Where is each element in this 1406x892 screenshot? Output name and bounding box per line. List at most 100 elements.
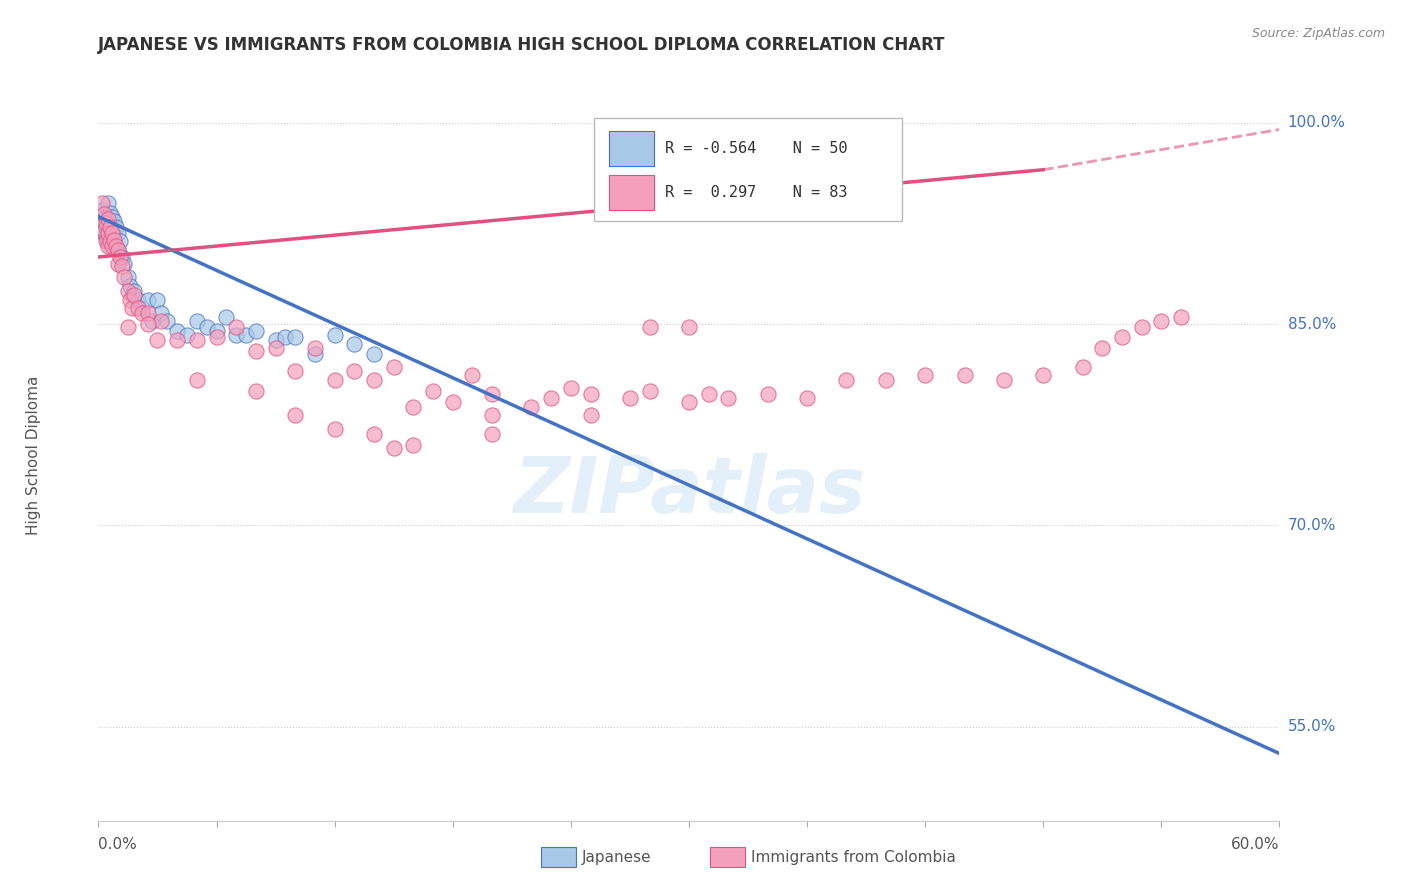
Point [101, 220, 124, 235]
Point [118, 279, 141, 293]
Text: Source: ZipAtlas.com: Source: ZipAtlas.com [1251, 27, 1385, 40]
Point [136, 306, 159, 320]
Point [186, 373, 208, 387]
Bar [609, 131, 654, 166]
Point [284, 364, 307, 378]
Point [98, 205, 121, 219]
Point [638, 319, 661, 334]
Point [98, 234, 121, 248]
Point [579, 387, 602, 401]
Point [264, 341, 287, 355]
Point [245, 343, 267, 358]
Point [166, 333, 188, 347]
Point [678, 395, 700, 409]
Text: 0.0%: 0.0% [98, 837, 138, 852]
Point [103, 213, 125, 227]
Text: 55.0%: 55.0% [1288, 719, 1336, 734]
Point [225, 327, 247, 342]
Point [796, 391, 818, 405]
Point [323, 373, 346, 387]
Point [323, 422, 346, 436]
Point [101, 210, 124, 224]
Point [481, 427, 503, 442]
Bar [609, 175, 654, 210]
Point [875, 373, 897, 387]
Point [107, 244, 129, 258]
Point [422, 384, 444, 399]
Point [304, 346, 326, 360]
Point [245, 324, 267, 338]
Text: Immigrants from Colombia: Immigrants from Colombia [751, 850, 956, 864]
Point [205, 330, 228, 344]
Point [186, 333, 208, 347]
Point [97, 239, 120, 253]
Point [150, 314, 173, 328]
Point [141, 314, 163, 328]
Text: R =  0.297    N = 83: R = 0.297 N = 83 [665, 185, 848, 200]
Point [111, 260, 134, 274]
Point [103, 233, 125, 247]
Point [98, 216, 121, 230]
Point [363, 373, 385, 387]
FancyBboxPatch shape [595, 119, 901, 221]
Point [284, 330, 307, 344]
Point [97, 212, 120, 227]
Point [112, 257, 135, 271]
Point [93, 223, 115, 237]
Point [101, 226, 124, 240]
Point [122, 284, 145, 298]
Point [560, 382, 582, 396]
Point [225, 319, 247, 334]
Point [343, 337, 366, 351]
Text: R = -0.564    N = 50: R = -0.564 N = 50 [665, 141, 848, 156]
Point [186, 314, 208, 328]
Point [382, 441, 405, 455]
Point [93, 207, 115, 221]
Point [363, 346, 385, 360]
Point [1032, 368, 1054, 382]
Point [97, 234, 120, 248]
Point [127, 293, 149, 307]
Point [108, 250, 131, 264]
Point [1071, 359, 1094, 374]
Point [953, 368, 976, 382]
Point [481, 387, 503, 401]
Point [402, 438, 425, 452]
Point [1170, 310, 1192, 325]
Point [619, 391, 641, 405]
Point [112, 270, 135, 285]
Point [264, 333, 287, 347]
Point [697, 387, 720, 401]
Point [993, 373, 1015, 387]
Point [156, 314, 179, 328]
Text: 70.0%: 70.0% [1288, 518, 1336, 533]
Point [96, 234, 118, 248]
Point [579, 409, 602, 423]
Point [150, 306, 173, 320]
Point [323, 327, 346, 342]
Point [1091, 341, 1114, 355]
Point [98, 220, 121, 235]
Point [122, 287, 145, 301]
Point [136, 293, 159, 307]
Point [107, 244, 129, 258]
Text: High School Diploma: High School Diploma [25, 376, 41, 534]
Point [127, 301, 149, 315]
Point [91, 196, 114, 211]
Point [382, 359, 405, 374]
Point [461, 368, 484, 382]
Point [1111, 330, 1133, 344]
Point [215, 310, 238, 325]
Text: ZIPatlas: ZIPatlas [513, 453, 865, 530]
Point [235, 327, 257, 342]
Point [96, 216, 118, 230]
Point [520, 401, 543, 415]
Point [284, 409, 307, 423]
Point [93, 226, 115, 240]
Point [756, 387, 779, 401]
Point [131, 301, 153, 315]
Point [103, 226, 125, 240]
Point [96, 230, 118, 244]
Point [121, 287, 143, 301]
Point [97, 226, 120, 240]
